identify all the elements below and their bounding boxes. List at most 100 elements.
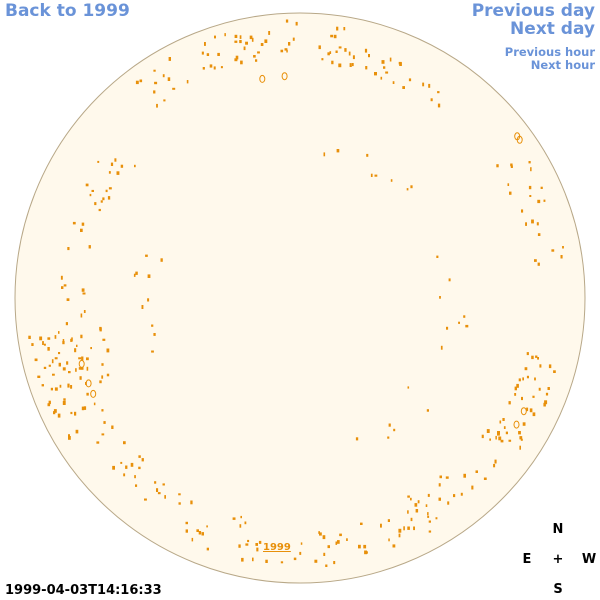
solar-feature-mark [509,191,512,195]
solar-feature-mark [553,370,556,373]
solar-feature-mark [519,436,523,440]
solar-feature-mark [153,333,156,336]
solar-feature-mark [123,441,126,445]
solar-feature-loop [520,407,527,416]
solar-feature-mark [336,26,339,31]
solar-feature-mark [329,51,332,54]
solar-feature-mark [206,53,210,56]
solar-feature-mark [83,406,87,410]
solar-feature-mark [99,380,102,384]
solar-feature-mark [53,411,56,415]
solar-feature-mark [524,367,528,371]
solar-feature-mark [86,366,89,371]
solar-feature-mark [156,103,158,108]
solar-feature-mark [519,445,521,450]
solar-feature-mark [534,259,537,262]
solar-feature-mark [526,407,529,412]
solar-feature-mark [407,386,410,389]
solar-feature-mark [172,87,176,90]
solar-feature-mark [407,510,409,514]
solar-feature-mark [537,357,539,360]
solar-feature-mark [528,185,532,190]
solar-feature-mark [529,195,532,197]
solar-feature-mark [403,526,405,531]
solar-feature-mark [447,501,450,505]
solar-feature-mark [89,193,92,197]
solar-feature-mark [323,152,326,157]
previous-day-link[interactable]: Previous day [471,1,595,21]
solar-feature-mark [107,196,111,200]
solar-feature-mark [348,51,351,56]
year-link[interactable]: 1999 [263,542,291,553]
solar-feature-mark [239,40,242,44]
solar-feature-mark [139,79,143,83]
solar-feature-loop [513,420,520,429]
solar-feature-mark [154,481,157,484]
solar-feature-mark [214,35,216,39]
solar-feature-mark [427,515,430,518]
solar-feature-mark [97,160,100,163]
solar-feature-mark [413,526,415,531]
solar-feature-mark [256,547,259,552]
solar-feature-mark [62,340,65,345]
solar-feature-mark [75,429,79,434]
solar-feature-mark [163,99,166,102]
solar-feature-mark [249,35,253,40]
solar-feature-mark [241,557,244,562]
solar-feature-mark [388,538,390,542]
solar-feature-mark [255,59,258,62]
solar-feature-mark [96,441,100,444]
solar-feature-mark [234,40,238,43]
solar-feature-mark [383,66,386,69]
solar-feature-mark [54,335,57,339]
solar-feature-mark [428,530,432,533]
solar-feature-mark [78,367,81,370]
solar-feature-mark [224,33,226,37]
solar-feature-mark [364,48,368,53]
solar-feature-mark [61,286,64,289]
solar-feature-mark [76,344,78,347]
solar-feature-mark [153,69,156,72]
solar-feature-mark [265,559,268,563]
solar-feature-mark [88,245,91,249]
solar-feature-mark [67,383,70,388]
solar-feature-mark [440,345,443,350]
solar-feature-mark [151,350,154,353]
back-to-year-link[interactable]: Back to 1999 [5,1,130,21]
solar-feature-mark [39,336,43,341]
solar-feature-mark [374,174,378,177]
compass-west-label: W [581,552,597,567]
solar-feature-mark [80,366,84,370]
next-hour-link[interactable]: Next hour [530,58,595,72]
solar-feature-mark [510,165,513,168]
solar-feature-mark [206,547,209,551]
solar-feature-mark [514,393,517,396]
solar-feature-mark [234,34,238,38]
solar-feature-mark [437,91,440,94]
solar-feature-mark [157,492,161,495]
solar-feature-mark [134,475,136,479]
solar-feature-mark [78,357,82,360]
solar-feature-mark [502,418,505,421]
solar-feature-mark [534,377,536,381]
solar-feature-mark [539,364,542,368]
solar-feature-loop [85,379,92,388]
solar-feature-mark [537,233,541,236]
solar-feature-mark [167,77,171,81]
previous-hour-link[interactable]: Previous hour [504,45,595,59]
solar-feature-mark [295,21,298,26]
observation-timestamp: 1999-04-03T14:16:33 [5,583,162,598]
solar-feature-mark [70,385,73,389]
solar-feature-mark [437,103,441,108]
next-day-link[interactable]: Next day [510,19,595,39]
solar-feature-mark [543,402,546,407]
solar-feature-mark [120,164,124,168]
solar-feature-mark [415,509,419,513]
solar-feature-mark [67,247,70,251]
solar-feature-mark [321,58,324,61]
solar-feature-mark [292,37,295,41]
solar-feature-mark [349,63,352,67]
solar-feature-mark [123,473,126,477]
solar-feature-mark [285,19,289,23]
